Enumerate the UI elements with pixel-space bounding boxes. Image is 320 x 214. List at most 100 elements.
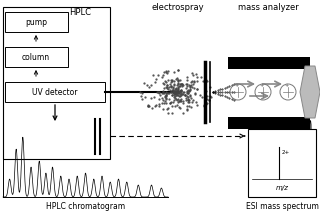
Point: [204, 89, 209, 93]
Point: [164, 97, 169, 100]
Point: [164, 101, 169, 105]
Point: [171, 91, 176, 95]
Point: [175, 78, 180, 81]
Point: [190, 85, 195, 89]
Point: [170, 88, 175, 91]
Point: [202, 77, 207, 81]
Point: [173, 89, 178, 92]
Point: [168, 84, 173, 88]
Point: [183, 97, 188, 100]
Text: HPLC: HPLC: [69, 7, 91, 16]
Point: [195, 104, 200, 107]
Point: [197, 93, 203, 97]
Point: [164, 91, 170, 95]
Point: [204, 79, 209, 82]
Point: [162, 95, 167, 98]
Point: [157, 104, 162, 108]
Point: [178, 89, 183, 92]
Point: [187, 87, 192, 91]
Point: [188, 94, 193, 97]
Point: [174, 90, 180, 94]
Point: [164, 108, 170, 111]
Point: [184, 82, 189, 86]
Point: [185, 94, 190, 97]
Point: [180, 92, 185, 95]
Point: [195, 75, 200, 78]
Point: [173, 91, 178, 95]
Point: [179, 93, 184, 96]
Point: [191, 87, 196, 90]
Point: [156, 91, 162, 95]
Point: [187, 86, 192, 89]
Point: [209, 95, 214, 98]
Point: [175, 90, 180, 94]
Point: [184, 104, 189, 108]
Point: [177, 89, 182, 92]
Point: [173, 90, 179, 94]
Point: [177, 99, 182, 103]
Point: [164, 91, 169, 94]
Point: [171, 91, 176, 94]
Point: [160, 91, 165, 94]
Point: [202, 103, 207, 107]
Point: [178, 85, 183, 88]
Point: [178, 92, 183, 96]
Point: [182, 94, 187, 97]
Point: [172, 92, 177, 95]
Point: [172, 97, 177, 100]
Point: [183, 93, 188, 96]
Point: [188, 89, 193, 92]
Point: [164, 85, 169, 89]
Point: [173, 90, 178, 94]
Point: [188, 96, 194, 100]
Point: [175, 89, 180, 92]
Point: [186, 91, 191, 94]
Point: [144, 83, 149, 87]
Point: [176, 92, 181, 95]
Point: [174, 90, 179, 94]
Point: [178, 91, 183, 95]
Point: [168, 81, 173, 84]
Point: [198, 75, 204, 78]
Point: [172, 95, 177, 98]
Point: [170, 89, 175, 92]
Point: [152, 104, 157, 108]
Point: [167, 101, 172, 105]
Point: [172, 91, 178, 94]
Point: [149, 106, 154, 110]
Point: [173, 78, 178, 81]
Point: [171, 79, 176, 83]
FancyBboxPatch shape: [3, 7, 110, 159]
Point: [180, 92, 185, 96]
Point: [187, 104, 192, 107]
Point: [195, 79, 200, 83]
Point: [166, 107, 171, 110]
Point: [165, 91, 170, 94]
Point: [188, 80, 193, 83]
Point: [186, 89, 191, 92]
Text: column: column: [22, 52, 50, 61]
Point: [195, 87, 200, 91]
Point: [169, 85, 174, 88]
Point: [185, 90, 190, 94]
Point: [174, 77, 180, 80]
Point: [190, 100, 195, 103]
Point: [194, 72, 199, 76]
Point: [176, 88, 181, 92]
Point: [174, 98, 179, 101]
Point: [180, 83, 186, 86]
Point: [178, 89, 183, 93]
Point: [178, 97, 183, 101]
Point: [185, 84, 190, 88]
Point: [176, 94, 181, 98]
Point: [202, 104, 207, 107]
Point: [165, 69, 170, 73]
Point: [207, 99, 212, 102]
Point: [185, 97, 190, 101]
Point: [166, 86, 172, 89]
Point: [178, 106, 183, 110]
Point: [169, 100, 174, 104]
Point: [167, 101, 172, 105]
Point: [172, 70, 177, 73]
Point: [159, 97, 164, 100]
